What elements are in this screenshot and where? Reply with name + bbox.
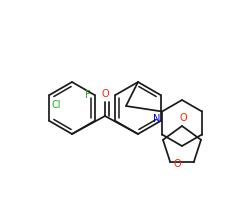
Text: F: F xyxy=(85,90,90,100)
Text: N: N xyxy=(153,114,160,123)
Text: O: O xyxy=(179,113,187,123)
Text: O: O xyxy=(101,89,109,99)
Text: Cl: Cl xyxy=(52,100,61,110)
Text: O: O xyxy=(173,159,181,169)
